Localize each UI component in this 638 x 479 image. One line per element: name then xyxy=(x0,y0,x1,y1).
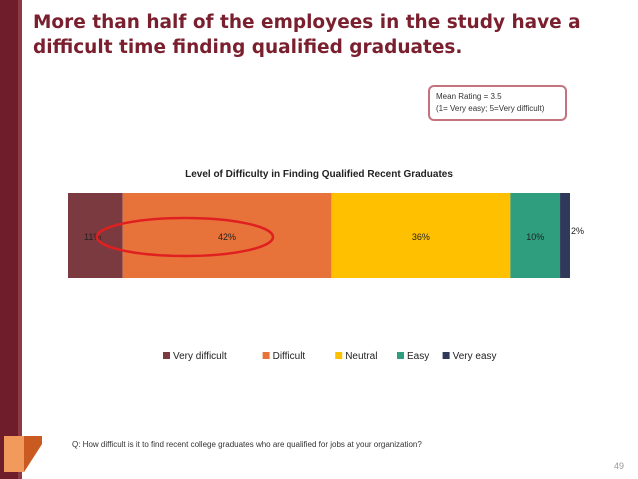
bar-segment-very-easy xyxy=(560,193,570,278)
legend-item-very-easy: Very easy xyxy=(442,351,497,362)
mean-rating-scale: (1= Very easy; 5=Very difficult) xyxy=(436,104,545,113)
page-number: 49 xyxy=(613,461,624,471)
bar-segment-neutral xyxy=(331,193,511,278)
slide-title: More than half of the employees in the s… xyxy=(33,12,581,58)
legend-label: Neutral xyxy=(345,351,377,362)
data-label-difficult: 42% xyxy=(218,232,236,242)
chart-title: Level of Difficulty in Finding Qualified… xyxy=(185,169,453,180)
mean-rating-value: Mean Rating = 3.5 xyxy=(436,92,502,101)
bar-segment-easy xyxy=(510,193,561,278)
legend-swatch xyxy=(335,352,343,359)
legend-label: Very easy xyxy=(453,351,497,362)
legend-swatch xyxy=(163,352,170,359)
legend-swatch xyxy=(397,352,404,359)
data-label-very-easy: 2% xyxy=(571,226,584,236)
legend-item-difficult: Difficult xyxy=(262,351,306,362)
data-label-neutral: 36% xyxy=(412,232,430,242)
data-label-easy: 10% xyxy=(526,232,544,242)
highlight-ellipse xyxy=(95,216,275,258)
bar-segment-difficult xyxy=(122,193,332,278)
survey-question: Q: How difficult is it to find recent co… xyxy=(72,440,422,449)
bar-segment-very-difficult xyxy=(68,193,123,278)
slide-left-accent-stripe xyxy=(18,0,22,479)
legend-label: Difficult xyxy=(273,351,306,362)
legend-swatch xyxy=(442,352,450,359)
data-label-very-difficult: 11% xyxy=(84,232,101,242)
legend-item-neutral: Neutral xyxy=(335,351,377,362)
slide-left-accent-bar xyxy=(0,0,22,479)
legend-item-easy: Easy xyxy=(397,351,429,362)
mean-rating-box: Mean Rating = 3.5 (1= Very easy; 5=Very … xyxy=(428,85,567,121)
legend-swatch xyxy=(262,352,270,359)
legend-item-very-difficult: Very difficult xyxy=(163,351,227,362)
legend-label: Easy xyxy=(407,351,429,362)
legend-label: Very difficult xyxy=(173,351,227,362)
brand-logo-icon xyxy=(4,436,42,472)
